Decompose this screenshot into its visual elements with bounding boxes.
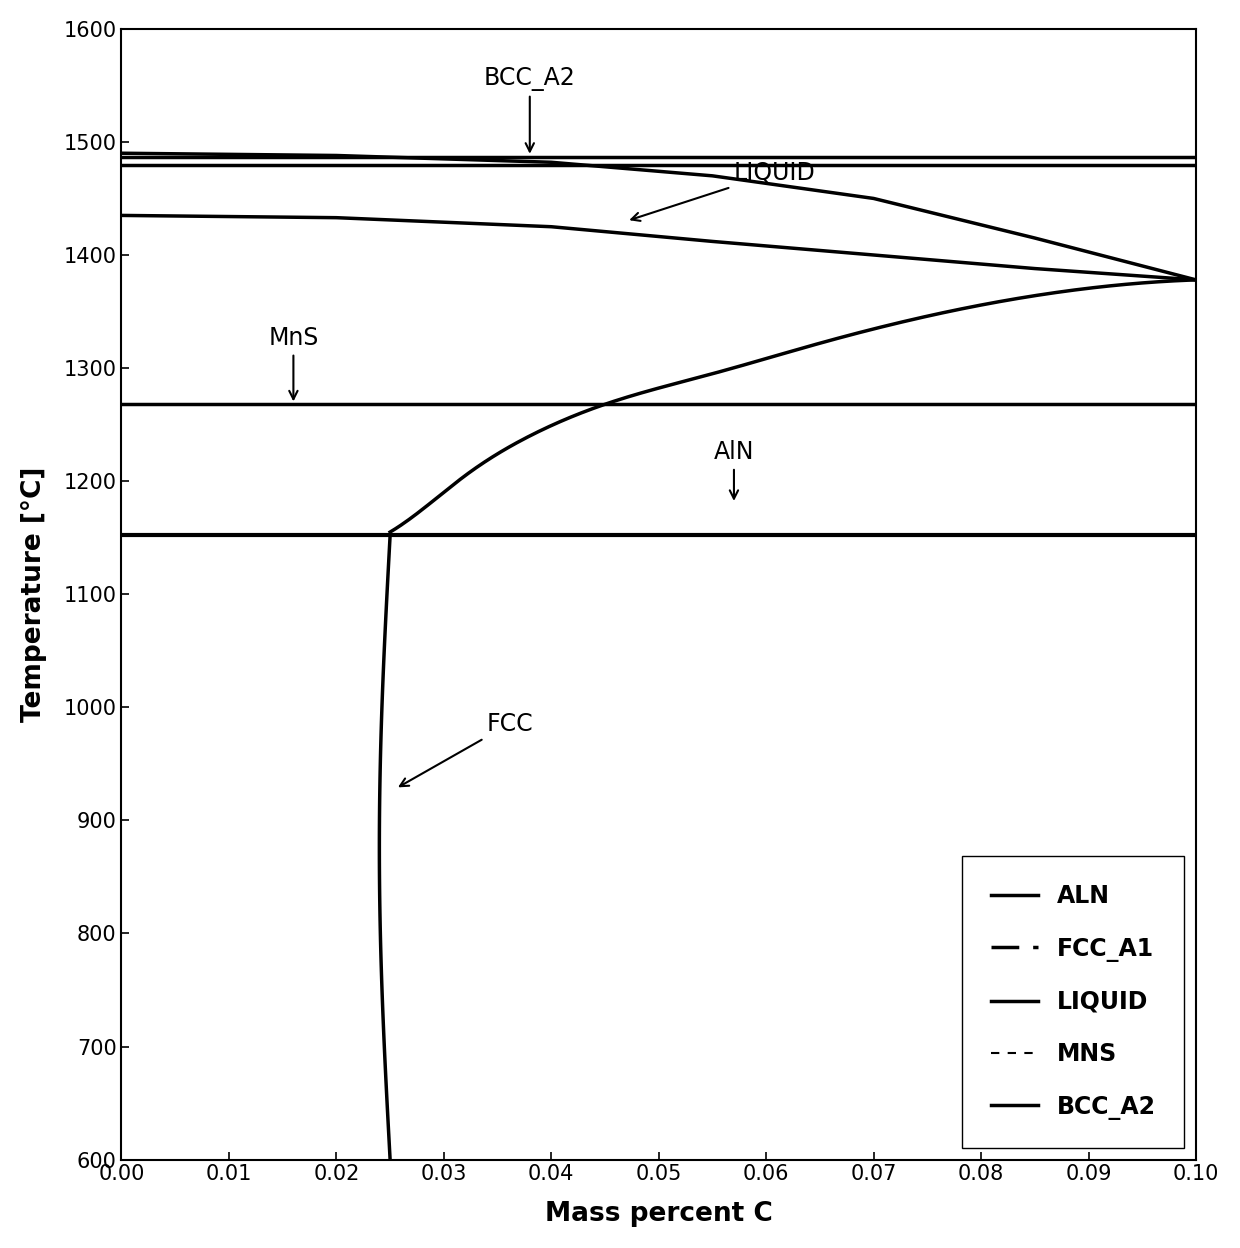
Text: BCC_A2: BCC_A2 [484, 67, 575, 151]
Text: FCC: FCC [401, 711, 533, 786]
Text: LIQUID: LIQUID [631, 161, 816, 221]
Text: MnS: MnS [268, 326, 319, 399]
X-axis label: Mass percent C: Mass percent C [544, 1201, 773, 1227]
Legend: ALN, FCC_A1, LIQUID, MNS, BCC_A2: ALN, FCC_A1, LIQUID, MNS, BCC_A2 [962, 856, 1184, 1148]
Y-axis label: Temperature [°C]: Temperature [°C] [21, 467, 47, 721]
Text: AlN: AlN [714, 441, 754, 499]
